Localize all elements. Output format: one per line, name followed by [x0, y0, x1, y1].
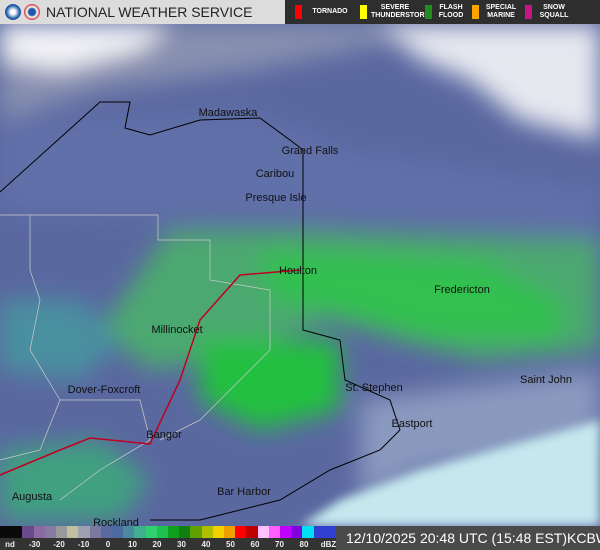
scale-swatch [112, 526, 124, 538]
scale-label: 10 [128, 540, 137, 549]
scale-swatch [257, 526, 269, 538]
scale-swatch [156, 526, 169, 538]
city-label: Madawaska [198, 107, 258, 119]
nws-logo [24, 4, 40, 20]
header-bar: National Weather Service TORNADO SEVERE … [0, 0, 600, 24]
flash-flood-swatch [425, 5, 432, 19]
special-marine-swatch [472, 5, 479, 19]
city-label: Millinocket [151, 324, 203, 336]
scale-label: -20 [53, 540, 65, 549]
scale-swatch [100, 526, 113, 538]
scale-swatch [201, 526, 213, 538]
scale-swatch [22, 526, 34, 538]
scale-label: dBZ [320, 540, 337, 549]
scale-swatch [145, 526, 157, 538]
scale-label: 0 [105, 540, 111, 549]
city-label: Fredericton [434, 284, 490, 296]
scale-label: 30 [177, 540, 186, 549]
scale-swatch [224, 526, 236, 538]
city-label: St. Stephen [345, 382, 403, 394]
scale-swatch [89, 526, 101, 538]
scale-swatch [179, 526, 191, 538]
scale-label: 40 [201, 540, 211, 549]
scale-swatch [33, 526, 45, 538]
scale-swatch [134, 526, 146, 538]
warning-severe-thunderstorm: SEVERE THUNDERSTORM [360, 4, 430, 20]
scale-swatch [324, 526, 337, 538]
scale-labels: nd -30 -20 -10 0 10 20 30 40 50 60 70 80 dBZ [0, 538, 336, 550]
warning-flash-flood: FLASH FLOOD [425, 4, 466, 20]
noaa-logo [5, 4, 21, 20]
scale-swatch [280, 526, 292, 538]
scale-swatch [44, 526, 57, 538]
scale-swatch [246, 526, 258, 538]
scale-label: -30 [28, 540, 41, 549]
city-label: Bangor [146, 429, 182, 441]
city-label: Presque Isle [245, 192, 307, 204]
scale-swatch [168, 526, 180, 538]
warning-snow-squall: SNOW SQUALL [525, 4, 572, 20]
scale-swatch [268, 526, 281, 538]
snow-squall-swatch [525, 5, 532, 19]
reflectivity-legend: nd -30 -20 -10 0 10 20 30 40 50 60 70 80 dBZ [0, 526, 336, 550]
scale-label: 60 [250, 540, 260, 549]
scale-swatch [212, 526, 225, 538]
tornado-swatch [295, 5, 302, 19]
city-label: Caribou [255, 168, 295, 180]
scale-swatch [78, 526, 90, 538]
severe-thunderstorm-swatch [360, 5, 367, 19]
city-label: Dover-Foxcroft [67, 384, 141, 396]
scale-label: 50 [226, 540, 235, 549]
scale-label: -10 [77, 540, 90, 549]
scale-swatch [123, 526, 135, 538]
scale-swatch [235, 526, 247, 538]
scale-swatch [291, 526, 303, 538]
scale-label: 20 [152, 540, 162, 549]
city-label: Augusta [11, 491, 53, 503]
scale-label: 70 [275, 540, 284, 549]
city-label: Eastport [391, 418, 433, 430]
scale-swatch [11, 526, 23, 538]
city-label: Saint John [520, 374, 572, 386]
site-title: National Weather Service [46, 4, 253, 20]
warning-tornado: TORNADO [295, 5, 354, 19]
scale-swatch [302, 526, 314, 538]
city-label: Grand Falls [281, 145, 339, 157]
scale-swatch [56, 526, 68, 538]
scale-label: nd [5, 540, 15, 549]
timestamp: 12/10/2025 20:48 UTC (15:48 EST)KCBW [336, 526, 600, 550]
city-label: Houlton [279, 265, 317, 277]
scale-swatch [0, 526, 12, 538]
city-label: Bar Harbor [217, 486, 271, 498]
scale-swatch [67, 526, 79, 538]
scale-swatch [190, 526, 202, 538]
scale-swatch [313, 526, 325, 538]
warning-legend: TORNADO SEVERE THUNDERSTORM FLASH FLOOD … [285, 0, 600, 24]
scale-label: 80 [299, 540, 309, 549]
color-scale [0, 526, 337, 538]
warning-special-marine: SPECIAL MARINE [472, 4, 519, 20]
